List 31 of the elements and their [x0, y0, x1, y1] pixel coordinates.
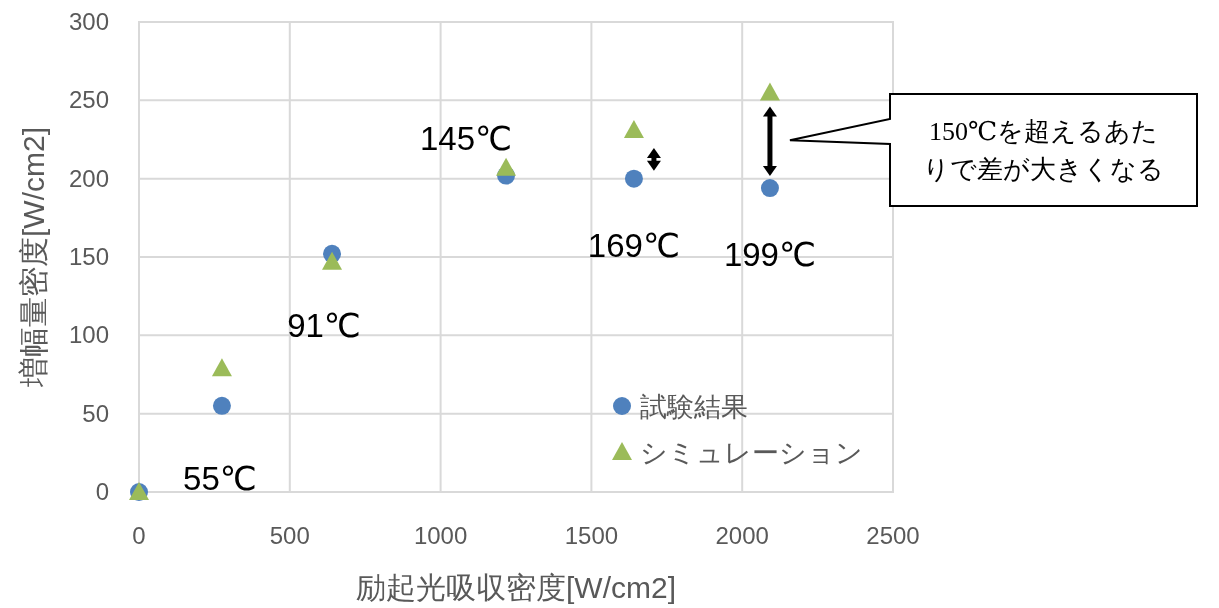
x-tick-label: 2500 [866, 522, 920, 549]
x-tick-label: 0 [132, 522, 146, 549]
point [623, 120, 644, 139]
point [624, 169, 643, 188]
point [759, 82, 780, 101]
x-tick-label: 1500 [564, 522, 619, 549]
point [496, 157, 517, 176]
point [211, 358, 232, 377]
y-tick-label: 150 [68, 243, 109, 270]
y-tick-label: 200 [68, 164, 109, 192]
annotation: 169℃ [587, 226, 680, 264]
point [212, 396, 231, 415]
x-tick-label: 1000 [413, 522, 468, 549]
y-tick-label: 100 [68, 321, 109, 349]
y-tick-label: 50 [82, 399, 109, 427]
point [760, 179, 779, 198]
x-axis-title: 励起光吸収密度[W/cm2] [356, 571, 676, 604]
callout: 150℃を超えるあたりで差が大きくなる [788, 93, 1198, 207]
y-tick-label: 0 [95, 478, 109, 505]
y-axis-title: 増幅量密度[W/cm2] [17, 127, 50, 388]
annotation: 145℃ [419, 119, 513, 157]
legend-label: シミュレーション [640, 438, 863, 468]
y-tick-label: 250 [68, 86, 109, 114]
annotation: 55℃ [183, 459, 257, 497]
annotation: 91℃ [287, 307, 361, 344]
x-tick-label: 500 [269, 522, 310, 549]
x-tick-label: 2000 [715, 522, 769, 549]
legend-label: 試験結果 [640, 392, 748, 422]
annotation: 199℃ [723, 236, 817, 274]
y-tick-label: 300 [68, 8, 109, 35]
point [322, 251, 343, 270]
